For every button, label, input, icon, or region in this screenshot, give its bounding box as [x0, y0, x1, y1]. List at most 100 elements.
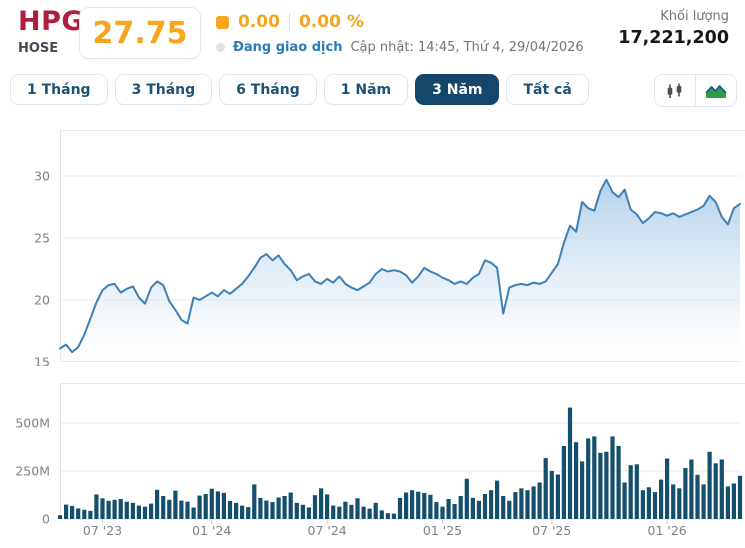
volume-bar: [209, 488, 214, 519]
volume-bar: [258, 497, 263, 519]
volume-bar: [264, 500, 269, 519]
volume-bar: [306, 507, 311, 519]
volume-bar: [57, 515, 63, 519]
volume-bar: [665, 458, 670, 519]
volume-bar: [391, 513, 396, 519]
volume-bar: [337, 506, 342, 519]
volume-bar: [531, 486, 536, 519]
price-axis-label: 25: [34, 231, 50, 246]
volume-axis-label: 500M: [15, 416, 50, 431]
change-divider: [288, 13, 290, 31]
volume-bar: [325, 494, 330, 519]
volume-bar: [561, 446, 566, 519]
volume-bar: [737, 475, 743, 519]
volume-bar: [349, 504, 354, 519]
volume-bar: [173, 490, 178, 519]
volume-bar: [142, 506, 148, 519]
volume-bar: [525, 490, 530, 519]
price-chart[interactable]: 15 20 25 30: [0, 130, 745, 366]
volume-bar: [227, 501, 233, 519]
volume-bar: [88, 510, 93, 519]
area-chart-button[interactable]: [695, 75, 736, 106]
exchange-label: HOSE: [18, 41, 59, 56]
volume-bar: [130, 502, 135, 519]
status-dot-icon: [216, 43, 225, 52]
ticker-symbol: HPG: [18, 6, 85, 37]
volume-bar: [161, 496, 166, 519]
volume-bar: [331, 505, 336, 519]
volume-bar: [713, 463, 718, 519]
volume-bar: [495, 480, 500, 519]
range-button-group: 1 Tháng 3 Tháng 6 Tháng 1 Năm 3 Năm Tất cả: [10, 74, 589, 105]
volume-bar: [446, 499, 451, 519]
volume-bar: [707, 451, 712, 519]
volume-bar: [719, 459, 724, 519]
volume-bar: [70, 505, 75, 519]
volume-value: 17,221,200: [618, 28, 729, 48]
volume-bar: [379, 510, 384, 519]
volume-bar: [476, 500, 481, 519]
volume-bar: [112, 499, 117, 519]
date-axis-label: 07 '23: [83, 523, 122, 538]
volume-bar: [94, 494, 99, 519]
volume-bar: [124, 501, 129, 519]
volume-bar: [725, 486, 730, 519]
volume-bar: [404, 492, 409, 519]
volume-bar: [598, 452, 603, 519]
volume-label: Khối lượng: [660, 9, 729, 24]
volume-bar: [677, 488, 682, 519]
volume-bar: [397, 497, 403, 519]
volume-bar: [640, 490, 645, 519]
volume-bar: [191, 507, 196, 519]
volume-bar: [622, 482, 627, 519]
volume-bar: [646, 487, 651, 519]
volume-bar: [118, 499, 123, 519]
range-button-5[interactable]: Tất cả: [506, 74, 589, 105]
volume-bar: [464, 478, 469, 519]
volume-bar: [519, 488, 524, 519]
volume-bar: [343, 501, 348, 519]
session-status-row: Đang giao dịch Cập nhật: 14:45, Thứ 4, 2…: [216, 40, 584, 55]
range-button-0[interactable]: 1 Tháng: [10, 74, 108, 105]
range-button-3[interactable]: 1 Năm: [323, 74, 409, 105]
volume-bar: [319, 488, 324, 519]
range-button-4[interactable]: 3 Năm: [415, 74, 500, 105]
date-axis-label: 01 '25: [423, 523, 462, 538]
volume-axis-label: 0: [42, 512, 50, 527]
volume-bar: [671, 484, 676, 519]
range-button-1[interactable]: 3 Tháng: [114, 74, 213, 105]
chart-type-toggle: [654, 74, 737, 107]
volume-bar: [367, 508, 372, 519]
volume-bar: [634, 464, 639, 519]
volume-bar: [240, 505, 245, 519]
volume-bar: [312, 495, 318, 519]
current-price: 27.75: [79, 7, 201, 59]
range-button-2[interactable]: 6 Tháng: [219, 74, 317, 105]
volume-bar: [282, 496, 287, 519]
session-status: Đang giao dịch: [233, 40, 343, 55]
volume-bar: [270, 502, 275, 519]
volume-bar: [549, 471, 554, 519]
volume-bar: [385, 513, 390, 519]
volume-bar: [82, 509, 87, 519]
volume-bar: [221, 492, 226, 519]
volume-bar: [234, 502, 239, 519]
volume-bar: [276, 497, 281, 519]
volume-bar: [683, 468, 688, 519]
volume-bar: [179, 500, 184, 519]
volume-bar: [106, 500, 111, 519]
volume-bar: [440, 506, 445, 519]
volume-bar: [470, 497, 475, 519]
candlestick-icon: [667, 83, 682, 98]
volume-bar: [458, 496, 463, 519]
volume-bar: [501, 496, 506, 519]
volume-bar: [300, 504, 305, 519]
change-percent: 0.00 %: [298, 12, 364, 32]
volume-bar: [574, 442, 579, 519]
volume-bar: [659, 479, 664, 519]
volume-bar: [543, 458, 548, 519]
volume-bar: [695, 474, 700, 519]
candlestick-chart-button[interactable]: [655, 75, 695, 106]
volume-chart[interactable]: 0 250M 500M 07 '23 01 '24 07 '24 01 '25 07 '25 0…: [0, 383, 745, 548]
